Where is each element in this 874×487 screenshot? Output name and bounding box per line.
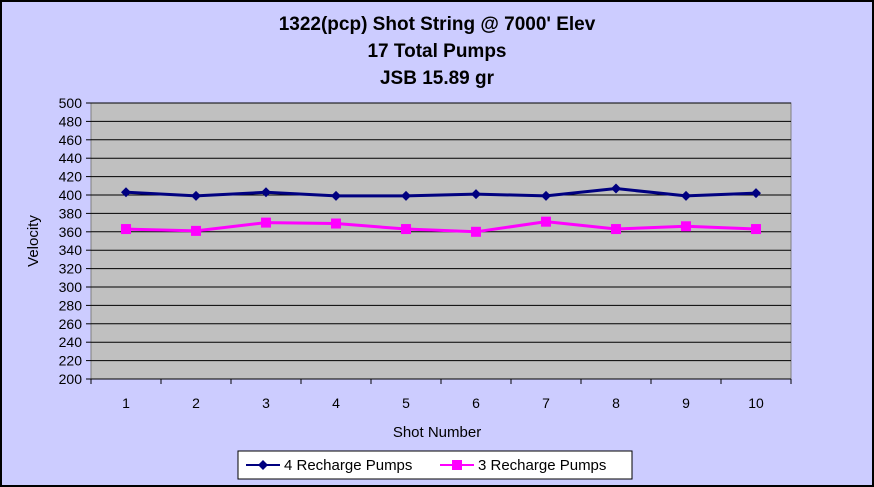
x-axis-title: Shot Number [393, 424, 481, 441]
y-tick-label: 220 [59, 353, 83, 369]
x-tick-label: 7 [542, 395, 550, 411]
series-layer [121, 183, 761, 237]
data-point-diamond [401, 190, 411, 201]
y-tick-label: 280 [59, 297, 83, 313]
y-tick-label: 440 [59, 150, 83, 166]
x-tick-label: 10 [748, 395, 764, 411]
legend: 4 Recharge Pumps 3 Recharge Pumps [237, 450, 633, 480]
y-axis-ticks: 200 220 240 260 280 300 320 340 360 380 400 420 440 4… [59, 95, 91, 387]
data-point-square [541, 216, 551, 227]
data-point-diamond [681, 190, 691, 201]
chart-title-line-1: 1322(pcp) Shot String @ 7000' Elev [279, 14, 596, 35]
data-point-diamond [611, 183, 621, 194]
x-axis-ticks: 1 2 3 4 5 6 7 8 9 10 [90, 379, 792, 411]
y-tick-label: 200 [59, 371, 83, 387]
y-tick-label: 360 [59, 224, 83, 240]
data-point-square [681, 221, 691, 232]
x-tick-label: 8 [612, 395, 620, 411]
data-point-diamond [331, 190, 341, 201]
series-line [125, 187, 757, 198]
data-point-square [121, 224, 131, 235]
legend-label-3-recharge: 3 Recharge Pumps [478, 457, 606, 474]
chart-title-line-2: 17 Total Pumps [367, 41, 506, 62]
plot-area [90, 102, 792, 380]
data-point-diamond [751, 188, 761, 199]
y-tick-label: 320 [59, 261, 83, 277]
series-line [125, 220, 757, 234]
data-point-diamond [121, 187, 131, 198]
y-tick-label: 500 [59, 95, 83, 111]
y-tick-label: 260 [59, 316, 83, 332]
data-point-square [751, 224, 761, 235]
legend-label-4-recharge: 4 Recharge Pumps [284, 457, 412, 474]
data-point-diamond [191, 190, 201, 201]
chart-title-line-3: JSB 15.89 gr [380, 68, 495, 89]
y-tick-label: 480 [59, 113, 83, 129]
x-tick-label: 3 [262, 395, 270, 411]
data-point-square [611, 224, 621, 235]
legend-box [237, 450, 633, 480]
x-tick-label: 1 [122, 395, 130, 411]
y-tick-label: 420 [59, 169, 83, 185]
y-tick-label: 240 [59, 334, 83, 350]
x-tick-label: 4 [332, 395, 340, 411]
data-point-square [401, 224, 411, 235]
data-point-diamond [261, 187, 271, 198]
y-tick-label: 300 [59, 279, 83, 295]
data-point-square [331, 218, 341, 229]
data-point-diamond [471, 189, 481, 200]
y-axis-title: Velocity [25, 215, 42, 267]
x-tick-label: 2 [192, 395, 200, 411]
x-tick-label: 9 [682, 395, 690, 411]
legend-marker-square [452, 460, 462, 470]
legend-marker-diamond [258, 460, 268, 470]
y-tick-label: 380 [59, 205, 83, 221]
x-tick-label: 6 [472, 395, 480, 411]
x-tick-label: 5 [402, 395, 410, 411]
data-point-diamond [541, 190, 551, 201]
data-point-square [261, 217, 271, 228]
y-tick-label: 340 [59, 242, 83, 258]
y-tick-label: 460 [59, 132, 83, 148]
data-point-square [471, 226, 481, 237]
data-point-square [191, 225, 201, 236]
y-tick-label: 400 [59, 187, 83, 203]
